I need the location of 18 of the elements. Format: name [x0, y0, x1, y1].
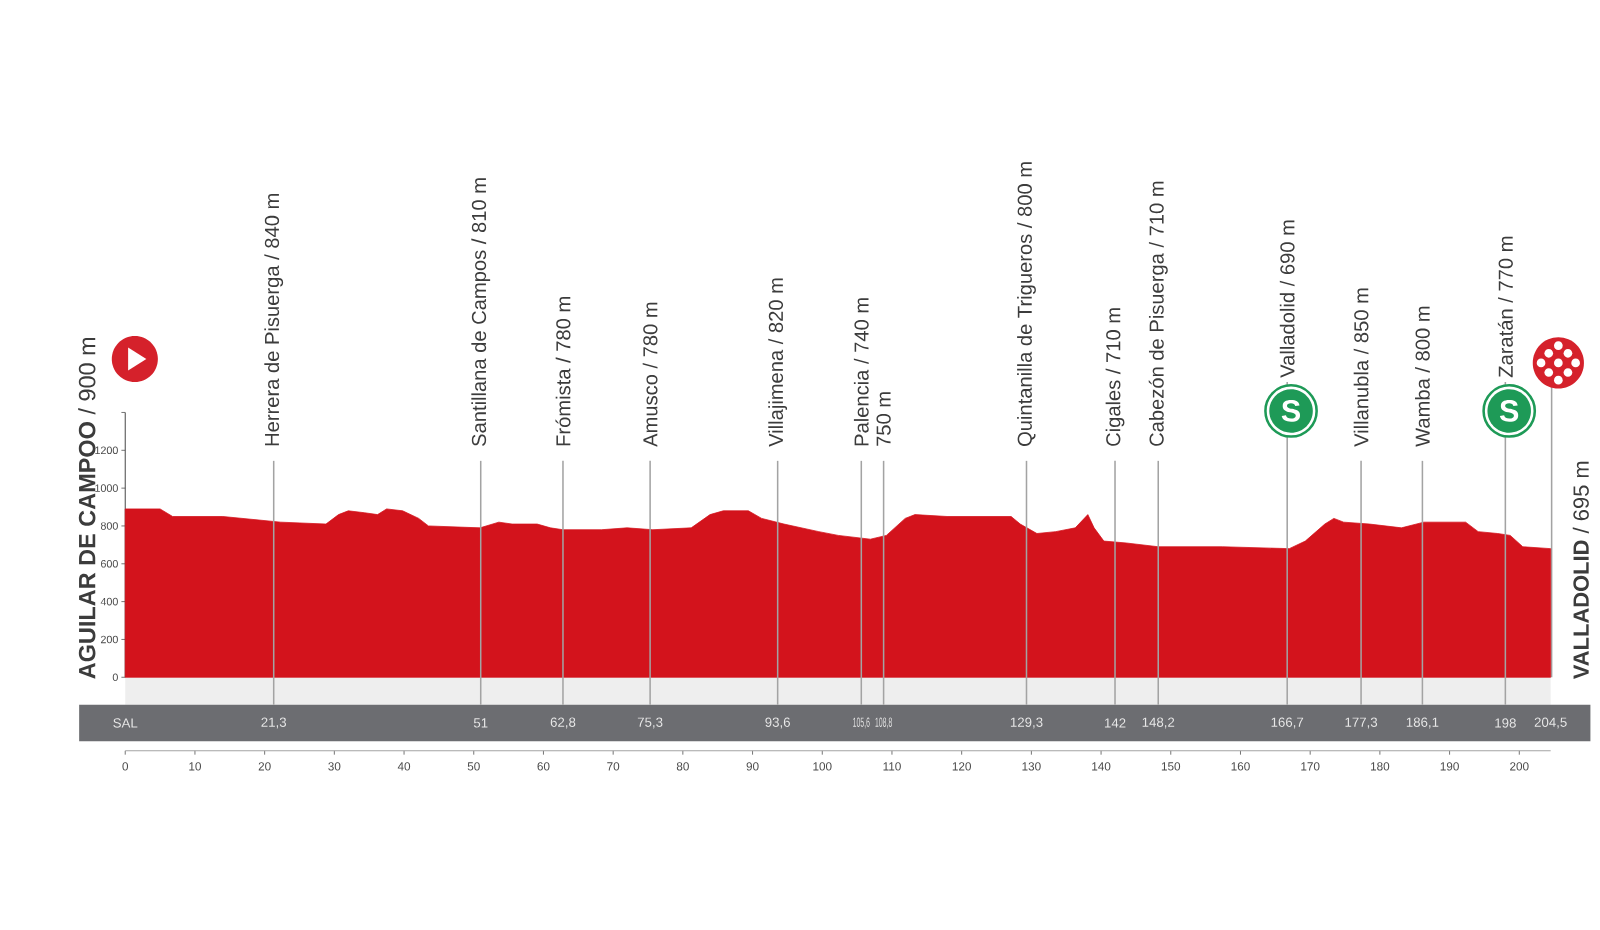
ref-line-label: Wamba / 800 m	[1415, 307, 1430, 448]
ref-line-label: Frómista / 780 m	[555, 297, 571, 446]
ref-line-label: Amusco / 780 m	[642, 302, 658, 448]
ref-line-label: Zaratán / 770 m	[1497, 237, 1513, 378]
ref-line-label: Cigales / 710 m	[1105, 308, 1125, 447]
annotation: S	[1281, 400, 1301, 423]
ref-line-label: Cabezón de Pisuerga / 710 m	[1148, 181, 1168, 447]
ref-line-label: 750 m	[876, 392, 891, 447]
ref-line-label: Villanubla / 850 m	[1353, 288, 1369, 448]
annotation: S	[1499, 400, 1519, 423]
ref-line-label: Palencia / 740 m	[853, 298, 869, 446]
ref-line-label: Valladolid / 690 m	[1279, 220, 1295, 378]
ref-line-label: Santillana de Campos / 810 m	[471, 178, 491, 447]
ref-line-label: Quintanilla de Trigueros / 800 m	[1017, 162, 1036, 447]
ref-line-label: Herrera de Pisuerga / 840 m	[264, 194, 284, 446]
ref-line-label: Villajimena / 820 m	[768, 278, 788, 448]
annotation: AGUILAR DE CAMPOO / 900 m	[78, 338, 96, 679]
annotation: VALLADOLID / 695 m	[1572, 462, 1589, 680]
